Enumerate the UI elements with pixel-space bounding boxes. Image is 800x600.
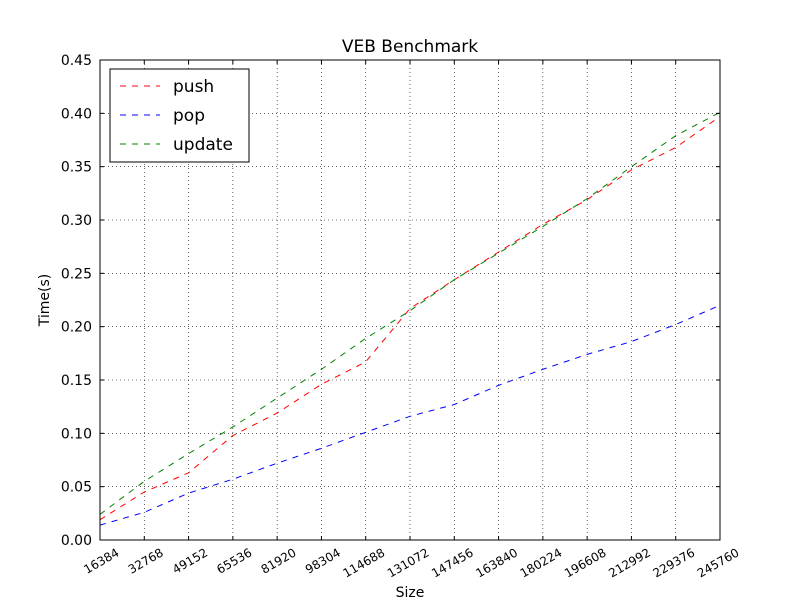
- y-tick-label: 0.00: [61, 533, 92, 549]
- y-axis-label: Time(s): [37, 274, 53, 327]
- y-tick-label: 0.35: [61, 160, 92, 176]
- x-axis-label: Size: [396, 585, 425, 600]
- chart-title: VEB Benchmark: [342, 37, 478, 57]
- y-tick-label: 0.40: [61, 106, 92, 122]
- y-axis-ticks: 0.00 0.05 0.10 0.15 0.20 0.25 0.30 0.35 0.40 0.45: [61, 53, 720, 549]
- legend: push pop update: [109, 68, 250, 163]
- series-lines: [99, 111, 721, 526]
- y-tick-label: 0.45: [61, 53, 92, 69]
- y-tick-label: 0.25: [61, 266, 92, 282]
- y-tick-label: 0.15: [61, 373, 92, 389]
- y-tick-label: 0.30: [61, 213, 92, 229]
- legend-label-pop: pop: [173, 106, 205, 126]
- legend-label-push: push: [173, 77, 214, 97]
- y-tick-label: 0.10: [61, 426, 92, 442]
- y-tick-label: 0.05: [61, 480, 92, 496]
- y-tick-label: 0.20: [61, 320, 92, 336]
- series-line-update: [99, 111, 721, 515]
- legend-label-update: update: [173, 135, 233, 155]
- series-line-pop: [99, 304, 721, 526]
